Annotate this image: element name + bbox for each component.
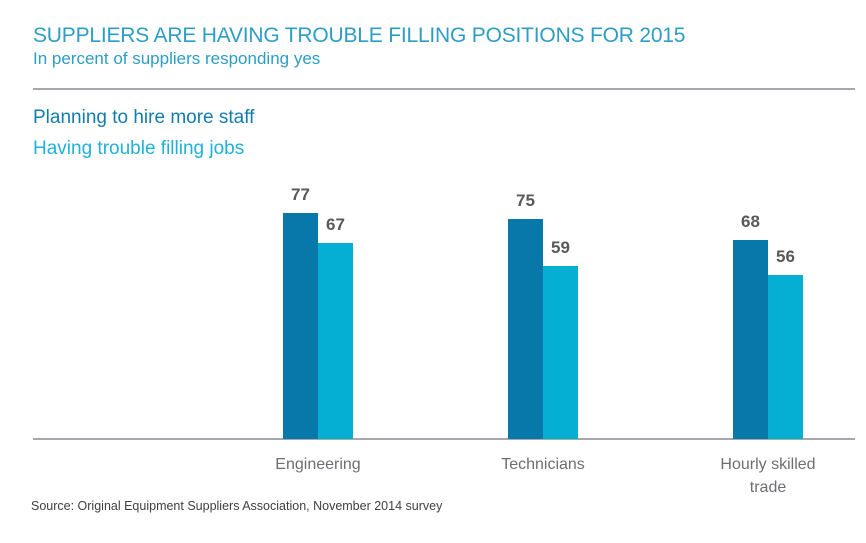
bar-group-engineering: 77 67 <box>283 185 353 439</box>
bar-planning-to-hire: 68 <box>733 212 768 439</box>
bar-group-technicians: 75 59 <box>508 191 578 439</box>
x-axis-baseline <box>33 438 855 440</box>
value-label: 77 <box>291 185 310 204</box>
value-label: 59 <box>551 238 570 257</box>
value-label: 75 <box>516 191 535 210</box>
category-label: Hourly skilled trade <box>720 456 816 497</box>
grouped-bar-chart: 77 67 Engineering 75 59 Technicians 68 56 Hourly… <box>33 180 855 496</box>
bar-group-hourly-skilled-trade: 68 56 <box>733 212 803 439</box>
bar-planning-to-hire: 77 <box>283 185 318 439</box>
legend-item-planning-to-hire: Planning to hire more staff <box>33 107 255 128</box>
header-divider <box>33 88 855 90</box>
value-label: 68 <box>741 212 760 231</box>
legend-item-having-trouble: Having trouble filling jobs <box>33 138 245 159</box>
chart-subtitle: In percent of suppliers responding yes <box>33 49 321 68</box>
bar-having-trouble: 59 <box>543 238 578 439</box>
value-label: 67 <box>326 215 345 234</box>
bar-having-trouble: 67 <box>318 215 353 439</box>
category-label: Technicians <box>501 456 585 473</box>
chart-title: SUPPLIERS ARE HAVING TROUBLE FILLING POS… <box>33 24 686 47</box>
category-label: Engineering <box>275 456 361 473</box>
value-label: 56 <box>776 247 795 266</box>
bar-having-trouble: 56 <box>768 247 803 439</box>
bar-planning-to-hire: 75 <box>508 191 543 439</box>
source-note: Source: Original Equipment Suppliers Ass… <box>31 499 443 513</box>
